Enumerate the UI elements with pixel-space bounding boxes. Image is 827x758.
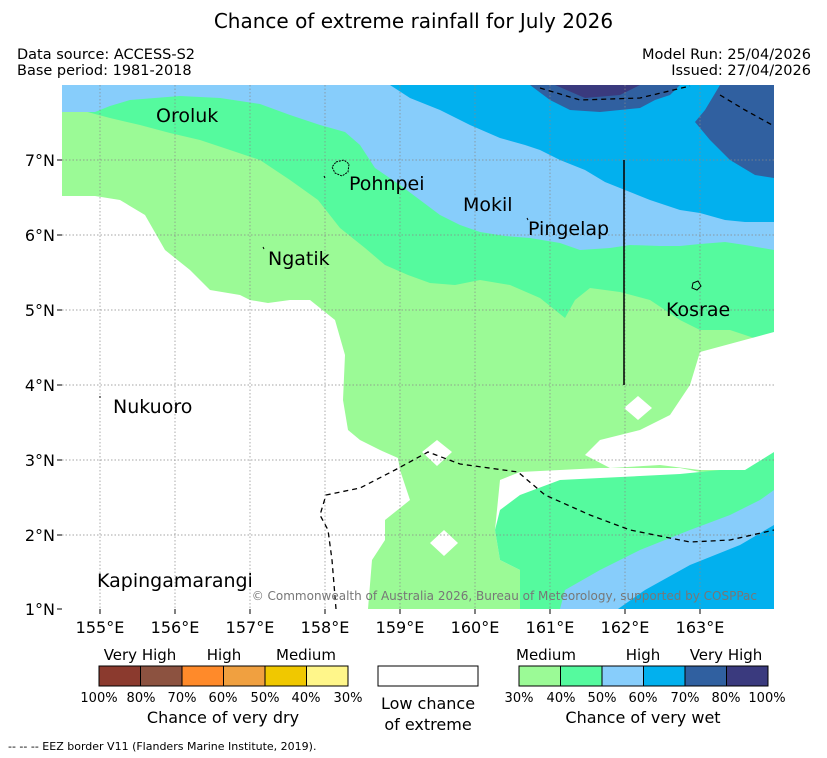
- pohnpei-island: [331, 159, 350, 177]
- lat-tick-label: 4°N: [25, 376, 55, 395]
- dry-group-high: High: [207, 646, 241, 664]
- place-label-pingelap: Pingelap: [528, 218, 609, 240]
- dry-tick-label: 70%: [168, 691, 197, 706]
- wet-tick-label: 40%: [547, 691, 576, 706]
- lon-tick-label: 157°E: [226, 618, 275, 637]
- lat-tick-label: 6°N: [25, 226, 55, 245]
- neutral-label-line2: of extreme: [384, 715, 471, 734]
- neutral-swatch: [377, 665, 479, 687]
- wet-60-70-region: [390, 85, 774, 222]
- map-title: Chance of extreme rainfall for July 2026: [213, 9, 614, 33]
- lat-tick-label: 7°N: [25, 151, 55, 170]
- coastlines: [99, 159, 702, 398]
- dry-legend: Very High High Medium 100% 80% 70% 60% 5…: [80, 646, 362, 727]
- low-chance-patch: [624, 396, 652, 420]
- low-chance-patch: [430, 530, 458, 556]
- place-label-nukuoro: Nukuoro: [113, 396, 192, 418]
- dry-tick-label: 100%: [80, 691, 117, 706]
- dry-swatch: [98, 665, 141, 687]
- dry-tick-label: 30%: [334, 691, 363, 706]
- wet-swatch: [726, 665, 769, 687]
- neutral-legend: Low chance of extreme: [377, 665, 479, 734]
- wet-tick-label: 100%: [748, 691, 785, 706]
- wet-group-medium: Medium: [516, 646, 576, 664]
- copyright-text: © Commonwealth of Australia 2026, Bureau…: [252, 589, 757, 603]
- dry-swatch: [181, 665, 224, 687]
- probability-shading: [62, 85, 774, 609]
- dry-group-medium: Medium: [276, 646, 336, 664]
- wet-tick-label: 80%: [712, 691, 741, 706]
- tick-marks: [57, 159, 701, 614]
- dry-swatch: [306, 665, 349, 687]
- low-chance-patch: [422, 440, 452, 466]
- place-label-kosrae: Kosrae: [666, 299, 730, 321]
- lat-tick-label: 5°N: [25, 301, 55, 320]
- wet-swatch: [643, 665, 686, 687]
- wet-80-100-region: [555, 85, 640, 98]
- wet-tick-label: 30%: [505, 691, 534, 706]
- base-period-text: Base period: 1981-2018: [17, 63, 192, 79]
- issued-text: Issued: 27/04/2026: [671, 63, 811, 79]
- lon-tick-label: 159°E: [376, 618, 425, 637]
- lon-tick-label: 162°E: [601, 618, 650, 637]
- wet-tick-label: 70%: [671, 691, 700, 706]
- lon-tick-label: 158°E: [301, 618, 350, 637]
- dry-swatch: [223, 665, 266, 687]
- dry-swatch: [140, 665, 183, 687]
- wet-tick-label: 50%: [588, 691, 617, 706]
- place-label-oroluk: Oroluk: [156, 105, 218, 127]
- place-label-kapingamarangi: Kapingamarangi: [97, 570, 253, 592]
- wet-swatch: [560, 665, 603, 687]
- place-label-pohnpei: Pohnpei: [349, 173, 425, 195]
- data-source-text: Data source: ACCESS-S2: [17, 47, 196, 63]
- low-chance-patch: [585, 332, 774, 470]
- place-label-mokil: Mokil: [463, 194, 513, 216]
- wet-70-80-north-region: [530, 85, 680, 112]
- wet-60-70-south-region: [618, 525, 774, 609]
- wet-70-80-region: [695, 85, 774, 178]
- dry-tick-label: 50%: [251, 691, 280, 706]
- wet-group-very-high: Very High: [690, 646, 763, 664]
- dry-tick-label: 80%: [127, 691, 156, 706]
- lon-tick-label: 155°E: [76, 618, 125, 637]
- dry-swatch: [264, 665, 307, 687]
- dry-tick-label: 40%: [292, 691, 321, 706]
- lat-tick-label: 1°N: [25, 600, 55, 619]
- dry-legend-caption: Chance of very dry: [147, 708, 299, 727]
- lon-tick-label: 163°E: [676, 618, 725, 637]
- wet-legend: Medium High Very High 30% 40% 50% 60% 70…: [505, 646, 786, 727]
- wet-swatch: [684, 665, 727, 687]
- eez-footnote: -- -- -- EEZ border V11 (Flanders Marine…: [8, 740, 316, 753]
- lon-tick-label: 156°E: [151, 618, 200, 637]
- model-run-text: Model Run: 25/04/2026: [641, 47, 811, 63]
- neutral-label-line1: Low chance: [381, 694, 475, 713]
- lon-tick-label: 160°E: [451, 618, 500, 637]
- kosrae-island: [691, 280, 702, 291]
- lat-tick-label: 3°N: [25, 451, 55, 470]
- dry-tick-label: 60%: [209, 691, 238, 706]
- place-label-ngatik: Ngatik: [268, 248, 330, 270]
- eez-borders: [319, 85, 774, 609]
- wet-legend-caption: Chance of very wet: [565, 708, 720, 727]
- wet-swatch: [518, 665, 561, 687]
- lat-tick-label: 2°N: [25, 526, 55, 545]
- wet-swatch: [601, 665, 644, 687]
- lon-tick-label: 161°E: [526, 618, 575, 637]
- dry-group-very-high: Very High: [104, 646, 177, 664]
- wet-group-high: High: [626, 646, 660, 664]
- wet-tick-label: 60%: [629, 691, 658, 706]
